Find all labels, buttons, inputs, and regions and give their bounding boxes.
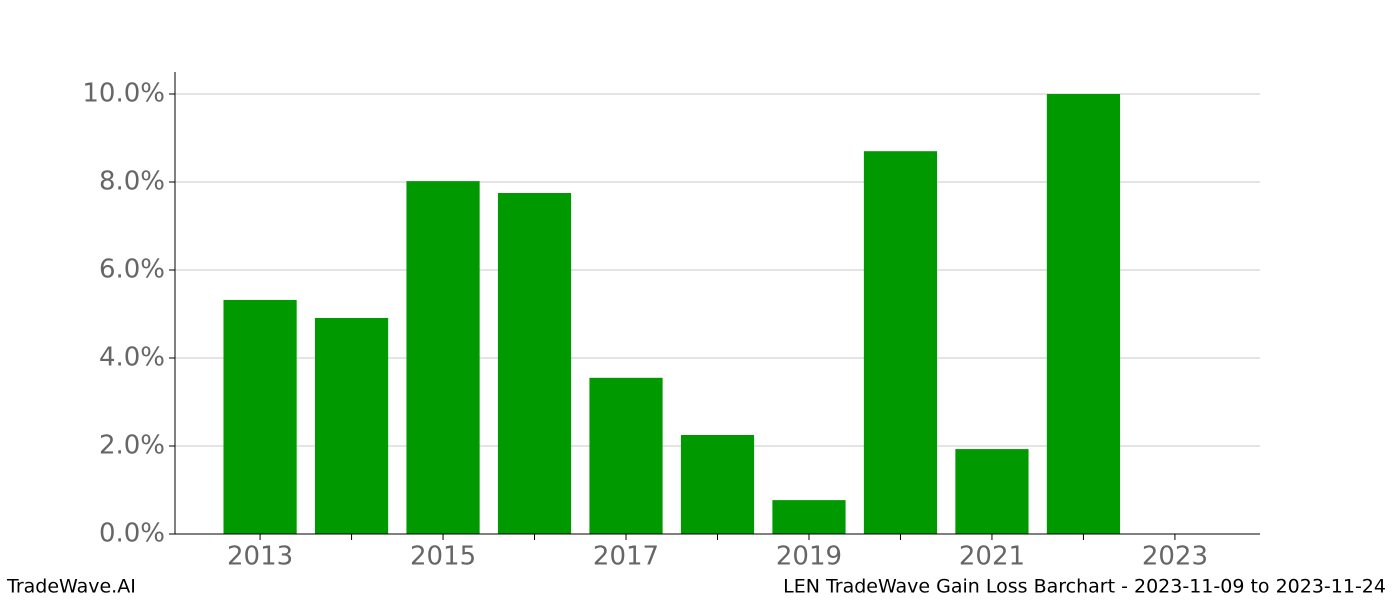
bar bbox=[863, 151, 938, 534]
bar bbox=[497, 193, 572, 534]
x-tick-label: 2021 bbox=[959, 542, 1025, 572]
x-tick-label: 2017 bbox=[593, 542, 659, 572]
y-tick-label: 4.0% bbox=[99, 343, 165, 373]
x-tick-label: 2013 bbox=[227, 542, 293, 572]
x-tick-label: 2019 bbox=[776, 542, 842, 572]
y-tick-label: 6.0% bbox=[99, 255, 165, 285]
x-tick-label: 2015 bbox=[410, 542, 476, 572]
bar bbox=[1046, 94, 1121, 534]
y-tick-label: 2.0% bbox=[99, 431, 165, 461]
y-tick-label: 10.0% bbox=[82, 79, 165, 109]
x-tick-label: 2023 bbox=[1142, 542, 1208, 572]
watermark: TradeWave.AI bbox=[6, 576, 136, 598]
chart-title: LEN TradeWave Gain Loss Barchart - 2023-… bbox=[783, 576, 1386, 598]
y-tick-label: 8.0% bbox=[99, 167, 165, 197]
bar bbox=[680, 435, 755, 534]
bar bbox=[955, 449, 1029, 534]
bar bbox=[406, 181, 480, 534]
bar bbox=[772, 500, 846, 534]
y-tick-label: 0.0% bbox=[99, 519, 165, 549]
bar bbox=[314, 317, 389, 534]
bar bbox=[223, 299, 297, 534]
bar bbox=[589, 377, 663, 534]
